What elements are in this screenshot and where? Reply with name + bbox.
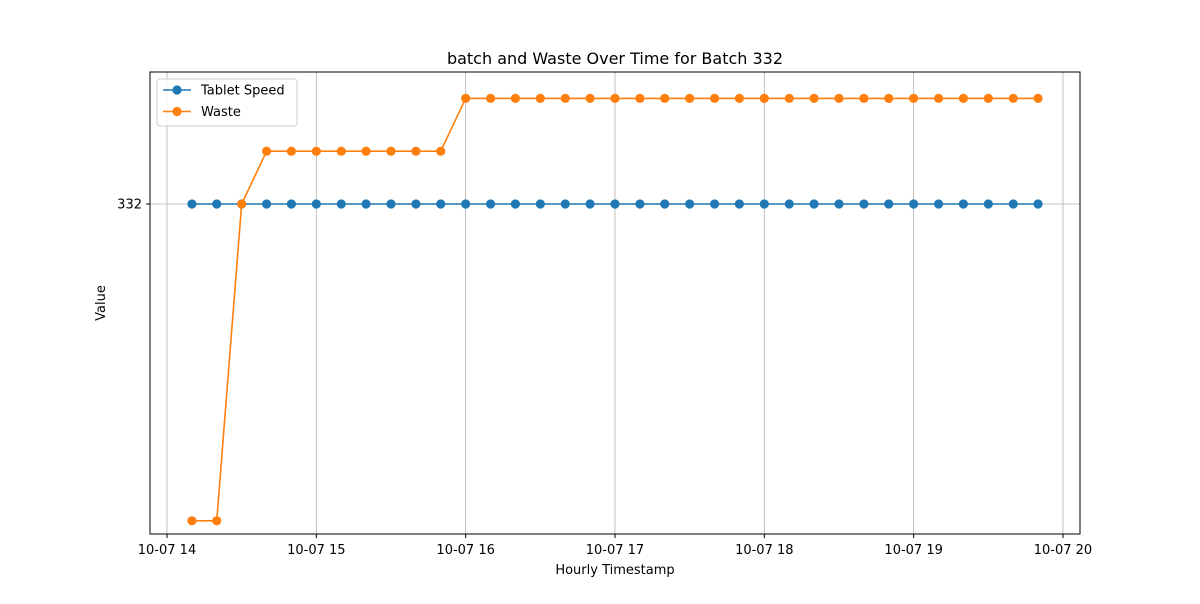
legend-marker bbox=[172, 85, 182, 95]
data-point bbox=[361, 199, 371, 209]
data-point bbox=[759, 93, 769, 103]
data-point bbox=[585, 93, 595, 103]
data-point bbox=[1033, 93, 1043, 103]
data-point bbox=[734, 93, 744, 103]
data-point bbox=[336, 146, 346, 156]
data-point bbox=[212, 516, 222, 526]
x-tick-label: 10-07 18 bbox=[735, 543, 793, 558]
x-tick-label: 10-07 15 bbox=[287, 543, 345, 558]
data-point bbox=[834, 93, 844, 103]
data-point bbox=[560, 199, 570, 209]
data-point bbox=[709, 199, 720, 209]
data-point bbox=[336, 199, 346, 209]
legend-box bbox=[156, 78, 298, 127]
series-0 bbox=[187, 199, 1043, 209]
data-point bbox=[286, 146, 296, 156]
data-point bbox=[1008, 199, 1018, 209]
data-point bbox=[660, 93, 670, 103]
data-point bbox=[983, 199, 993, 209]
data-point bbox=[734, 199, 744, 209]
data-point bbox=[958, 93, 968, 103]
data-point bbox=[884, 93, 894, 103]
data-point bbox=[386, 199, 396, 209]
data-point bbox=[461, 199, 471, 209]
data-point bbox=[510, 93, 520, 103]
data-point bbox=[834, 199, 844, 209]
data-point bbox=[212, 199, 222, 209]
data-point bbox=[859, 93, 869, 103]
legend-label: Tablet Speed bbox=[200, 84, 285, 99]
data-point bbox=[983, 93, 993, 103]
data-point bbox=[485, 199, 496, 209]
data-point bbox=[660, 199, 670, 209]
legend-label: Waste bbox=[201, 105, 241, 120]
data-point bbox=[859, 199, 869, 209]
x-tick-label: 10-07 17 bbox=[586, 543, 644, 558]
data-point bbox=[610, 93, 620, 103]
chart-title: batch and Waste Over Time for Batch 332 bbox=[447, 49, 783, 68]
data-point bbox=[361, 146, 371, 156]
data-point bbox=[809, 199, 819, 209]
y-axis-label: Value bbox=[94, 285, 109, 321]
legend: Tablet Speed Waste bbox=[156, 78, 298, 127]
data-point bbox=[311, 146, 321, 156]
data-point bbox=[237, 199, 247, 209]
legend-marker bbox=[172, 106, 182, 117]
y-tick-label: 332 bbox=[117, 198, 142, 213]
data-point bbox=[262, 199, 272, 209]
data-point bbox=[909, 93, 919, 103]
data-point bbox=[560, 93, 570, 103]
data-point bbox=[635, 199, 645, 209]
data-point bbox=[610, 199, 620, 209]
x-tick-label: 10-07 14 bbox=[138, 543, 196, 558]
data-point bbox=[585, 199, 595, 209]
series-group bbox=[187, 93, 1043, 526]
data-point bbox=[759, 199, 769, 209]
data-point bbox=[411, 199, 421, 209]
data-point bbox=[884, 199, 894, 209]
legend-item: Waste bbox=[163, 105, 241, 120]
data-point bbox=[909, 199, 919, 209]
data-point bbox=[187, 516, 197, 526]
legend-item: Tablet Speed bbox=[163, 84, 285, 99]
data-point bbox=[784, 93, 794, 103]
data-point bbox=[411, 146, 421, 156]
data-point bbox=[933, 199, 944, 209]
data-point bbox=[311, 199, 321, 209]
data-point bbox=[709, 93, 720, 103]
series-1 bbox=[187, 93, 1043, 526]
data-point bbox=[535, 199, 545, 209]
data-point bbox=[262, 146, 272, 156]
data-point bbox=[635, 93, 645, 103]
data-point bbox=[485, 93, 496, 103]
data-point bbox=[436, 146, 446, 156]
data-point bbox=[1033, 199, 1043, 209]
data-point bbox=[1008, 93, 1018, 103]
x-axis-label: Hourly Timestamp bbox=[555, 563, 674, 578]
data-point bbox=[933, 93, 944, 103]
x-tick-label: 10-07 19 bbox=[884, 543, 942, 558]
data-point bbox=[187, 199, 197, 209]
data-point bbox=[286, 199, 296, 209]
x-tick-label: 10-07 20 bbox=[1034, 543, 1092, 558]
data-point bbox=[461, 93, 471, 103]
data-point bbox=[809, 93, 819, 103]
data-point bbox=[386, 146, 396, 156]
x-tick-label: 10-07 16 bbox=[436, 543, 494, 558]
data-point bbox=[535, 93, 545, 103]
data-point bbox=[685, 199, 695, 209]
data-point bbox=[784, 199, 794, 209]
data-point bbox=[685, 93, 695, 103]
data-point bbox=[958, 199, 968, 209]
data-point bbox=[436, 199, 446, 209]
data-point bbox=[510, 199, 520, 209]
axis-ticks: 10-07 14 10-07 15 10-07 16 10-07 17 10-07 18… bbox=[117, 198, 1092, 559]
